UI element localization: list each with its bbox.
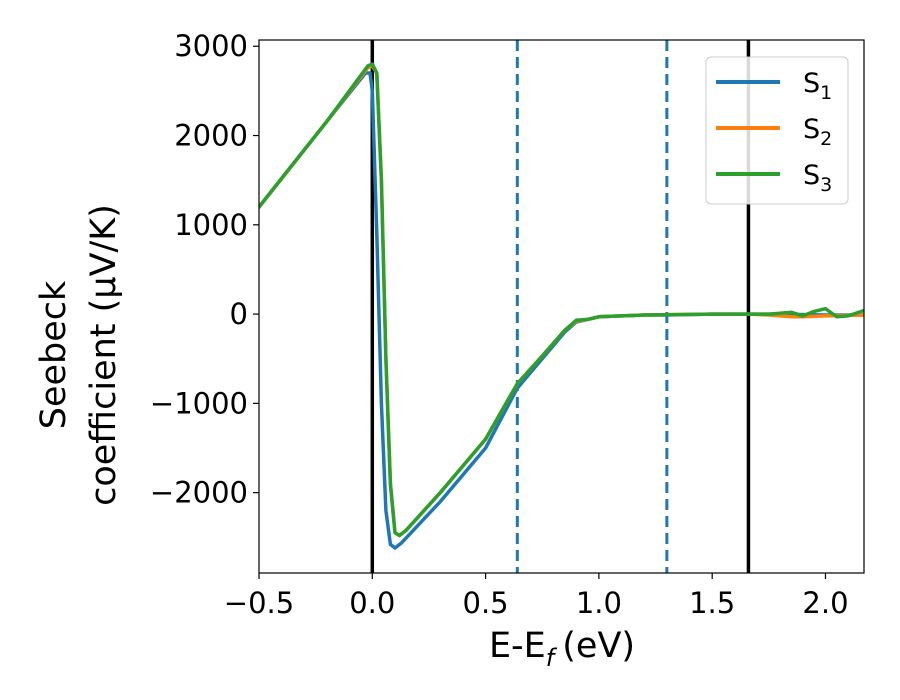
- legend-label-name: S: [803, 68, 820, 99]
- legend-box: [705, 56, 849, 205]
- x-tick-label: 1.0: [576, 586, 622, 620]
- y-axis-label-line1: Seebeck: [34, 280, 74, 429]
- legend-label-subscript: 3: [820, 174, 832, 196]
- legend-label-name: S: [803, 114, 820, 145]
- y-axis-title: Seebeck coefficient (μV/K): [34, 204, 124, 506]
- x-axis: −0.5 0.0 0.5 1.0 1.5 2.0: [224, 573, 849, 620]
- x-tick-label: 1.5: [689, 586, 735, 620]
- legend-label-name: S: [803, 160, 820, 191]
- x-tick-label: 2.0: [802, 586, 848, 620]
- legend-label-s3: S3: [803, 160, 832, 196]
- y-tick-label: −1000: [150, 386, 248, 420]
- x-tick-label: −0.5: [224, 586, 294, 620]
- y-tick-label: 3000: [174, 29, 248, 63]
- y-axis: −2000 −1000 0 1000 2000 3000: [150, 29, 259, 510]
- legend-label-s1: S1: [803, 68, 832, 104]
- series-line-s3: [259, 62, 864, 538]
- x-axis-label-unit: (eV): [562, 626, 635, 666]
- legend-label-s2: S2: [803, 114, 832, 150]
- x-axis-title: E-Ef (eV): [489, 626, 635, 672]
- plot-frame: [258, 39, 865, 574]
- x-axis-label-sub: f: [546, 644, 558, 672]
- legend-label-subscript: 2: [820, 128, 832, 150]
- y-tick-label: 1000: [174, 208, 248, 242]
- y-axis-label-line2: coefficient (μV/K): [84, 204, 124, 506]
- x-axis-label: E-E: [489, 626, 546, 666]
- x-tick-label: 0.0: [349, 586, 395, 620]
- legend-label-subscript: 1: [820, 82, 832, 104]
- y-tick-label: 0: [230, 297, 248, 331]
- x-tick-label: 0.5: [463, 586, 509, 620]
- series-lines: [259, 62, 864, 550]
- y-tick-label: 2000: [174, 119, 248, 153]
- y-tick-label: −2000: [150, 476, 248, 510]
